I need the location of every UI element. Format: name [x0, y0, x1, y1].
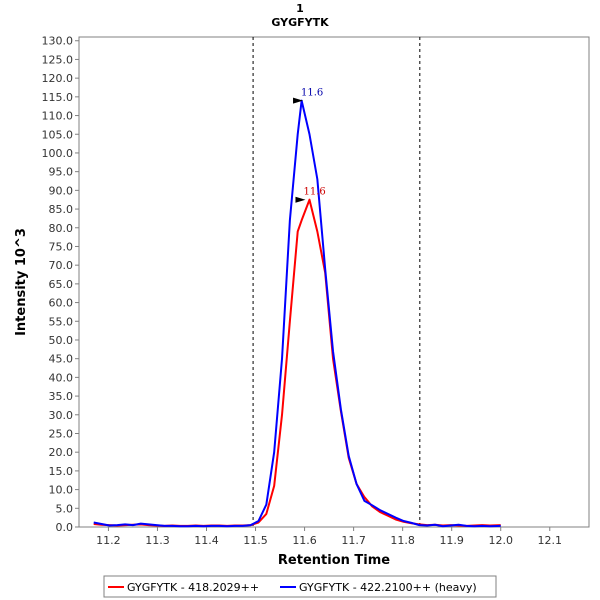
y-tick-label: 25.0 — [49, 427, 74, 440]
x-tick-label: 11.2 — [96, 534, 121, 547]
x-axis: 11.2 11.3 11.4 11.5 11.6 11.7 11.8 11.9 12.0 12.1 — [96, 527, 562, 547]
legend: GYGFYTK - 418.2029++ GYGFYTK - 422.2100+… — [103, 575, 497, 598]
x-tick-label: 11.8 — [390, 534, 415, 547]
x-tick-label: 11.3 — [145, 534, 170, 547]
y-tick-label: 100.0 — [42, 147, 74, 160]
x-tick-label: 11.7 — [341, 534, 366, 547]
y-tick-label: 85.0 — [49, 203, 74, 216]
x-tick-label: 12.1 — [538, 534, 563, 547]
y-tick-label: 95.0 — [49, 166, 74, 179]
x-axis-label: Retention Time — [278, 553, 390, 568]
y-tick-label: 20.0 — [49, 446, 74, 459]
y-tick-label: 15.0 — [49, 465, 74, 478]
y-tick-label: 40.0 — [49, 371, 74, 384]
y-tick-label: 125.0 — [42, 53, 74, 66]
series-line-heavy — [93, 99, 501, 528]
x-tick-label: 11.9 — [439, 534, 464, 547]
peak-label: 11.6 — [303, 187, 325, 198]
peak-label: 11.6 — [301, 88, 323, 99]
y-tick-label: 10.0 — [49, 484, 74, 497]
y-tick-label: 90.0 — [49, 184, 74, 197]
plot-area — [78, 36, 590, 528]
y-axis-label: Intensity 10^3 — [14, 228, 29, 336]
y-tick-label: 75.0 — [49, 240, 74, 253]
y-tick-label: 80.0 — [49, 222, 74, 235]
y-tick-label: 60.0 — [49, 297, 74, 310]
legend-box — [103, 575, 497, 598]
chart-subtitle: GYGFYTK — [271, 16, 329, 29]
series-lines — [93, 99, 501, 528]
y-tick-label: 50.0 — [49, 334, 74, 347]
y-tick-label: 55.0 — [49, 315, 74, 328]
y-tick-label: 105.0 — [42, 128, 74, 141]
y-axis: 0.0 5.0 10.0 15.0 20.0 25.0 30.0 35.0 40.0 45.0 50… — [42, 35, 79, 534]
legend-label-heavy: GYGFYTK - 422.2100++ (heavy) — [299, 581, 477, 594]
y-tick-label: 0.0 — [56, 521, 74, 534]
chart-title: 1 — [296, 2, 304, 15]
y-tick-label: 70.0 — [49, 259, 74, 272]
peak-marker — [295, 196, 306, 203]
peak-marker — [293, 97, 304, 104]
y-tick-label: 130.0 — [42, 35, 74, 48]
y-tick-label: 5.0 — [56, 502, 74, 515]
y-tick-label: 110.0 — [42, 110, 74, 123]
x-tick-label: 11.5 — [243, 534, 268, 547]
y-tick-label: 65.0 — [49, 278, 74, 291]
integration-boundaries — [252, 37, 421, 527]
y-tick-label: 30.0 — [49, 409, 74, 422]
y-tick-label: 120.0 — [42, 72, 74, 85]
y-tick-label: 115.0 — [42, 91, 74, 104]
y-tick-label: 35.0 — [49, 390, 74, 403]
x-tick-label: 11.4 — [194, 534, 219, 547]
x-tick-label: 12.0 — [488, 534, 513, 547]
x-tick-label: 11.6 — [292, 534, 317, 547]
legend-label-light: GYGFYTK - 418.2029++ — [127, 581, 259, 594]
peak-annotations: 11.6 11.6 — [293, 88, 326, 203]
y-tick-label: 45.0 — [49, 353, 74, 366]
